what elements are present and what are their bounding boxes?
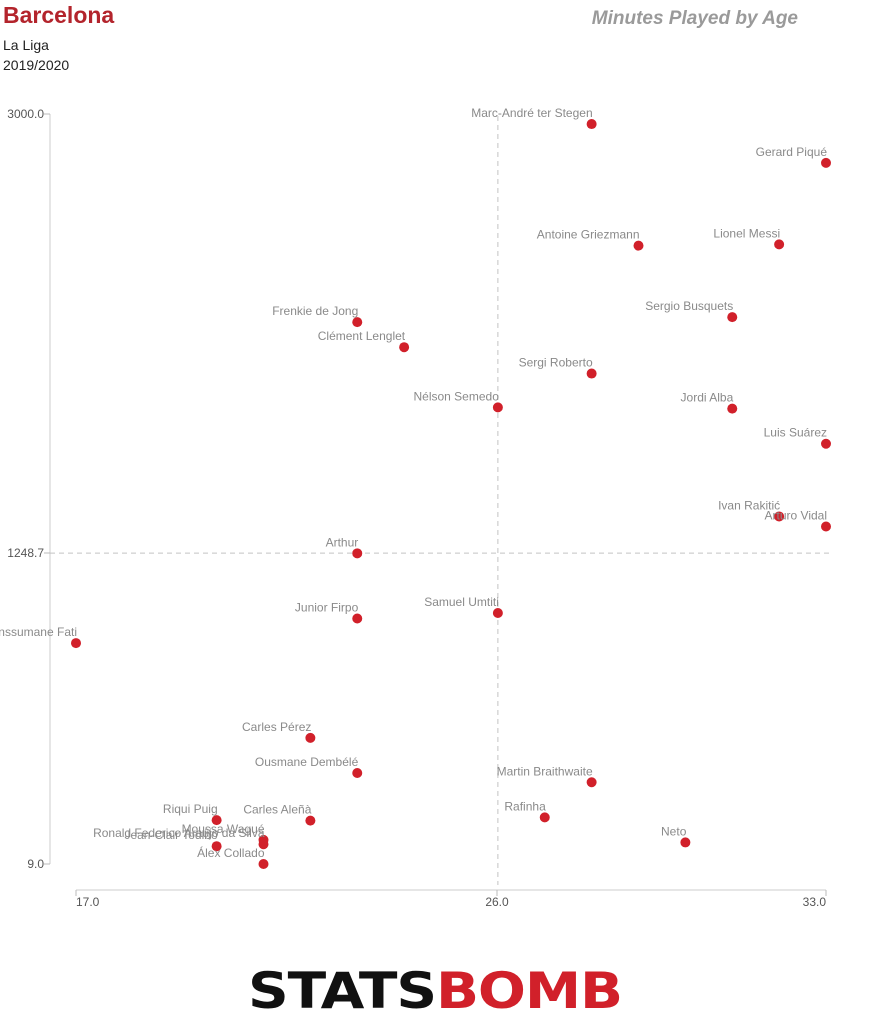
x-tick-label-right: 33.0 [803,895,827,909]
point-label: Junior Firpo [295,601,359,615]
point-label: Arthur [326,535,359,549]
data-point [586,777,597,788]
season-label: 2019/2020 [3,57,70,73]
statsbomb-logo: STATS BOMB [0,958,870,1020]
data-point [305,815,316,826]
data-point [539,812,550,823]
point-label: Rafinha [504,799,546,813]
point-label: Frenkie de Jong [272,304,358,318]
data-point [586,368,597,379]
logo-text: STATS BOMB [248,962,622,1020]
data-point [258,859,269,869]
chart-title: Minutes Played by Age [591,8,798,29]
data-point [680,837,691,848]
reference-lines [50,116,830,885]
data-point [821,521,831,532]
data-point [352,317,363,328]
axes: 3000.0 1248.7 9.0 17.0 26.0 33.0 [7,107,827,909]
data-point [71,638,81,649]
competition-name: La Liga [3,37,49,53]
point-label: Antoine Griezmann [537,228,640,242]
point-label: Gerard Piqué [756,145,828,159]
point-label: Martin Braithwaite [497,764,593,778]
data-point [774,511,785,522]
data-point [727,312,738,323]
scatter-plot: 3000.0 1248.7 9.0 17.0 26.0 33.0 Marc-An… [0,106,831,909]
team-name: Barcelona [3,2,115,28]
point-label: Moussa Wagué [182,822,265,836]
data-point [633,240,644,251]
logo-part-stats: STATS [248,962,436,1020]
x-tick-label-mid: 26.0 [485,895,509,909]
point-label: Carles Pérez [242,720,311,734]
y-tick-label-top: 3000.0 [7,107,44,121]
data-point [352,767,363,778]
point-label: Nélson Semedo [413,389,499,403]
point-label: Riqui Puig [163,802,218,816]
point-label: Clément Lenglet [318,329,406,343]
data-point [305,732,316,743]
data-point [492,607,503,618]
point-label: Jean-Clair Todibo [124,828,217,842]
point-label: Neto [661,824,687,838]
data-point [352,548,363,559]
point-label: Sergio Busquets [645,299,733,313]
x-tick-label-left: 17.0 [76,895,100,909]
data-point [211,815,222,826]
data-point [258,839,269,850]
y-tick-label-bottom: 9.0 [27,857,44,871]
logo-wordmark: STATS BOMB [248,962,623,1020]
point-label: Ronald Federico Araújo da Silva [93,826,265,840]
data-point [211,841,222,852]
data-point [586,119,597,130]
data-point [352,613,363,624]
data-point [774,239,785,250]
data-point [727,403,738,414]
point-label: Jordi Alba [681,391,734,405]
data-point [821,438,831,449]
point-label: Marc-André ter Stegen [471,106,592,120]
point-label: Ousmane Dembélé [255,755,359,769]
point-label: Luis Suárez [764,426,827,440]
point-label: Arturo Vidal [765,508,827,522]
point-label: Álex Collado [197,845,265,860]
data-points: Marc-André ter Stegen Gerard Piqué Antoine… [0,106,831,869]
point-label: Anssumane Fati [0,625,77,639]
data-point [492,402,503,413]
point-label: Sergi Roberto [519,356,593,370]
point-label: Carles Aleñà [243,803,311,817]
point-label: Samuel Umtiti [424,595,499,609]
data-point [821,157,831,168]
point-label: Lionel Messi [713,226,780,240]
point-label: Ivan Rakitić [718,498,780,512]
y-tick-label-mid: 1248.7 [7,546,44,560]
data-point [399,342,410,353]
logo-part-bomb: BOMB [436,962,622,1020]
